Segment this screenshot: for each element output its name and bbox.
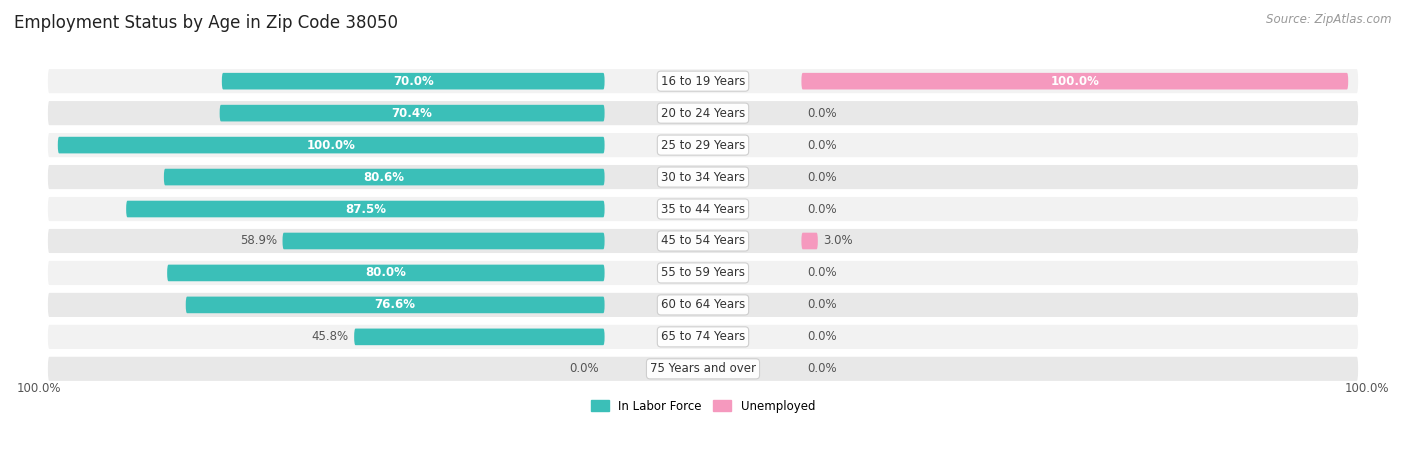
FancyBboxPatch shape <box>46 324 1360 350</box>
FancyBboxPatch shape <box>165 169 605 185</box>
FancyBboxPatch shape <box>46 292 1360 318</box>
Text: 0.0%: 0.0% <box>807 298 837 311</box>
Text: 60 to 64 Years: 60 to 64 Years <box>661 298 745 311</box>
Text: 70.4%: 70.4% <box>392 107 433 120</box>
FancyBboxPatch shape <box>127 201 605 217</box>
Text: 0.0%: 0.0% <box>807 330 837 343</box>
FancyBboxPatch shape <box>46 196 1360 222</box>
FancyBboxPatch shape <box>186 297 605 313</box>
Text: 45.8%: 45.8% <box>312 330 349 343</box>
Text: Source: ZipAtlas.com: Source: ZipAtlas.com <box>1267 14 1392 27</box>
Text: 80.0%: 80.0% <box>366 266 406 279</box>
FancyBboxPatch shape <box>46 260 1360 286</box>
FancyBboxPatch shape <box>167 265 605 281</box>
FancyBboxPatch shape <box>283 233 605 249</box>
Text: 70.0%: 70.0% <box>392 75 433 88</box>
Text: 3.0%: 3.0% <box>824 234 853 248</box>
Text: 0.0%: 0.0% <box>807 171 837 184</box>
FancyBboxPatch shape <box>801 73 1348 90</box>
Text: 75 Years and over: 75 Years and over <box>650 362 756 375</box>
FancyBboxPatch shape <box>46 132 1360 158</box>
Text: 80.6%: 80.6% <box>364 171 405 184</box>
Text: 45 to 54 Years: 45 to 54 Years <box>661 234 745 248</box>
Text: 100.0%: 100.0% <box>1050 75 1099 88</box>
FancyBboxPatch shape <box>354 328 605 345</box>
Text: 100.0%: 100.0% <box>17 382 62 395</box>
Text: 87.5%: 87.5% <box>344 202 385 216</box>
Text: Employment Status by Age in Zip Code 38050: Employment Status by Age in Zip Code 380… <box>14 14 398 32</box>
Text: 76.6%: 76.6% <box>374 298 416 311</box>
FancyBboxPatch shape <box>222 73 605 90</box>
Text: 30 to 34 Years: 30 to 34 Years <box>661 171 745 184</box>
Text: 20 to 24 Years: 20 to 24 Years <box>661 107 745 120</box>
FancyBboxPatch shape <box>58 137 605 153</box>
FancyBboxPatch shape <box>46 164 1360 190</box>
FancyBboxPatch shape <box>46 68 1360 94</box>
FancyBboxPatch shape <box>46 356 1360 382</box>
FancyBboxPatch shape <box>46 100 1360 126</box>
Text: 0.0%: 0.0% <box>807 202 837 216</box>
Text: 0.0%: 0.0% <box>807 107 837 120</box>
Text: 0.0%: 0.0% <box>807 362 837 375</box>
Text: 25 to 29 Years: 25 to 29 Years <box>661 139 745 152</box>
FancyBboxPatch shape <box>219 105 605 122</box>
Text: 0.0%: 0.0% <box>569 362 599 375</box>
Text: 0.0%: 0.0% <box>807 266 837 279</box>
Text: 0.0%: 0.0% <box>807 139 837 152</box>
Text: 58.9%: 58.9% <box>240 234 277 248</box>
Text: 100.0%: 100.0% <box>307 139 356 152</box>
FancyBboxPatch shape <box>801 233 818 249</box>
Text: 100.0%: 100.0% <box>1344 382 1389 395</box>
FancyBboxPatch shape <box>46 228 1360 254</box>
Text: 65 to 74 Years: 65 to 74 Years <box>661 330 745 343</box>
Text: 16 to 19 Years: 16 to 19 Years <box>661 75 745 88</box>
Text: 55 to 59 Years: 55 to 59 Years <box>661 266 745 279</box>
Legend: In Labor Force, Unemployed: In Labor Force, Unemployed <box>586 395 820 418</box>
Text: 35 to 44 Years: 35 to 44 Years <box>661 202 745 216</box>
